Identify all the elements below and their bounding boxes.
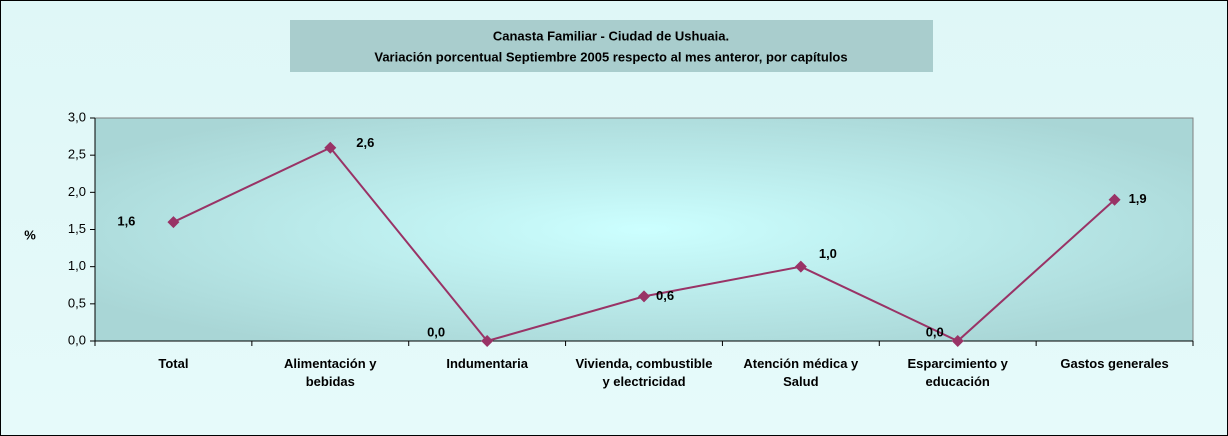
data-label: 1,0 bbox=[819, 246, 837, 261]
x-tick-label: Vivienda, combustible y electricidad bbox=[575, 356, 713, 389]
data-point bbox=[324, 141, 337, 154]
x-tick-label: Atención médica y Salud bbox=[743, 356, 859, 389]
y-tick-label: 3,0 bbox=[68, 109, 86, 124]
y-tick-label: 2,5 bbox=[68, 147, 86, 162]
x-tick-label: Indumentaria bbox=[446, 356, 528, 371]
x-tick-label: Esparcimiento y educación bbox=[907, 356, 1008, 389]
chart-title: Canasta Familiar - Ciudad de Ushuaia. bbox=[493, 28, 729, 43]
chart-subtitle: Variación porcentual Septiembre 2005 res… bbox=[374, 49, 847, 64]
plot-area bbox=[94, 117, 1194, 342]
y-axis-label: % bbox=[24, 227, 36, 242]
x-tick-label: Alimentación y bebidas bbox=[284, 356, 377, 389]
data-label: 2,6 bbox=[356, 135, 374, 150]
y-tick-label: 1,0 bbox=[68, 258, 86, 273]
title-box bbox=[290, 20, 933, 72]
data-point bbox=[951, 335, 964, 347]
data-point bbox=[1108, 193, 1121, 206]
data-point bbox=[167, 216, 180, 229]
data-label: 1,9 bbox=[1129, 191, 1147, 206]
data-label: 0,0 bbox=[427, 324, 445, 339]
data-point bbox=[638, 290, 650, 303]
data-label: 1,6 bbox=[117, 214, 135, 229]
y-tick-label: 0,0 bbox=[68, 332, 86, 347]
data-label: 0,0 bbox=[926, 324, 944, 339]
data-point bbox=[794, 260, 807, 273]
y-tick-label: 1,5 bbox=[68, 221, 86, 236]
data-label: 0,6 bbox=[656, 288, 674, 303]
x-tick-label: Gastos generales bbox=[1060, 356, 1169, 371]
data-point bbox=[481, 335, 494, 347]
y-tick-label: 2,0 bbox=[68, 184, 86, 199]
x-tick-label: Total bbox=[158, 356, 189, 371]
y-tick-label: 0,5 bbox=[68, 295, 86, 310]
